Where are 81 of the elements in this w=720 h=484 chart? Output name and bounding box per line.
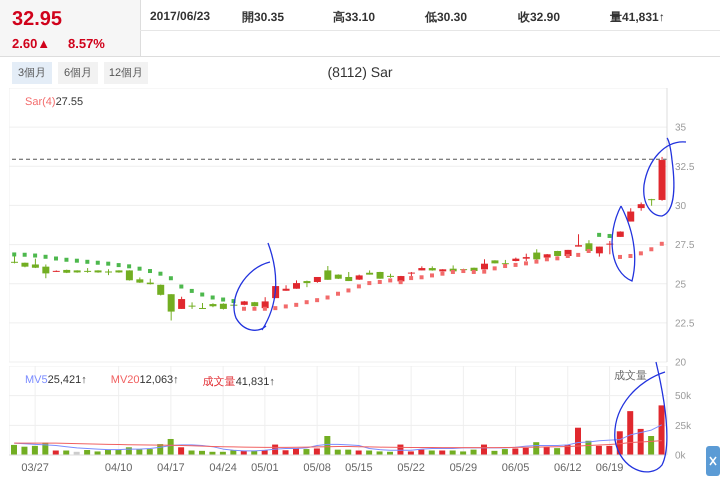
candlestick [178, 296, 186, 310]
bar [606, 446, 612, 455]
y-axis-title: 成文量 [614, 368, 647, 383]
x-tick-label: 06/12 [554, 462, 582, 474]
candlestick [627, 208, 634, 222]
line-series [14, 440, 662, 448]
bar [146, 449, 153, 455]
bar [627, 411, 634, 455]
bar [638, 428, 644, 455]
y-tick-label: 0k [675, 450, 687, 462]
y-tick-label: 30 [675, 200, 687, 212]
bar [658, 405, 665, 455]
x-tick-label: 04/24 [209, 462, 237, 474]
bar [575, 428, 581, 455]
bar [136, 450, 142, 455]
text: 成文量 [202, 376, 236, 388]
text: 2.60▲ [12, 36, 50, 51]
y-tick-label: 50k [675, 391, 692, 402]
y-tick-label: 25 [675, 279, 687, 290]
bar [512, 448, 518, 455]
candlestick [157, 284, 164, 296]
y-tick-label: 22.5 [675, 318, 695, 330]
candlestick [575, 234, 582, 248]
text: 6個月 [58, 62, 98, 84]
annotation: 25,421↑ [48, 374, 87, 386]
bar [21, 446, 28, 455]
text: MV5 [25, 374, 48, 386]
bar [345, 450, 352, 455]
text: 高33.10 [333, 9, 376, 26]
x-tick-label: 04/10 [104, 462, 132, 474]
y-tick-label: 32.5 [675, 162, 695, 173]
bar [11, 444, 17, 455]
x-tick-label: 05/01 [251, 462, 279, 474]
text: MV20 [110, 374, 140, 386]
x-tick-label: 06/19 [596, 462, 624, 474]
candlestick [32, 258, 39, 269]
candlestick [324, 266, 332, 280]
text: 12個月 [104, 62, 148, 84]
candlestick [168, 294, 175, 322]
bar [84, 450, 90, 455]
annotation: 27.55 [56, 96, 84, 108]
bar [32, 446, 38, 455]
text: Sar(4) [25, 96, 56, 108]
x-tick-label: 05/22 [397, 462, 425, 474]
line-series [14, 424, 662, 452]
bar [418, 450, 424, 455]
x-tick-label: 03/27 [21, 462, 49, 474]
candlestick [596, 246, 603, 258]
bar [502, 449, 508, 455]
x-tick-label: 06/05 [502, 462, 530, 474]
y-tick-label: 20 [675, 358, 687, 369]
text: 收32.90 [518, 9, 560, 26]
text: 32.95 [12, 8, 62, 31]
y-tick-label: 35 [675, 122, 687, 134]
text: 量41,831↑ [610, 9, 665, 26]
bar [648, 436, 654, 455]
text: 低30.30 [425, 9, 468, 26]
x-tick-label: 05/15 [345, 462, 373, 474]
text: 開30.35 [242, 9, 284, 26]
x-tick-label: 04/17 [157, 462, 185, 474]
text: 3個月 [12, 62, 52, 84]
chart-title: (8112) Sar [327, 64, 393, 80]
candlestick [42, 264, 50, 279]
bar [596, 446, 602, 455]
annotation: 41,831↑ [236, 376, 275, 388]
text: 2017/06/23 [150, 9, 210, 23]
y-tick-label: 25k [675, 420, 692, 432]
bar [303, 449, 310, 455]
bar [522, 448, 529, 455]
y-tick-label: 27.5 [675, 240, 695, 252]
x-tick-label: 05/29 [450, 462, 478, 474]
bar [470, 450, 477, 455]
candlestick [481, 258, 488, 270]
bar [178, 447, 184, 455]
x-tick-label: 05/08 [303, 462, 331, 474]
bar [334, 450, 341, 455]
bar [314, 448, 320, 455]
text: 8.57% [68, 36, 105, 51]
annotation: 12,063↑ [140, 374, 179, 386]
candlestick [199, 302, 206, 309]
bar [554, 448, 560, 455]
